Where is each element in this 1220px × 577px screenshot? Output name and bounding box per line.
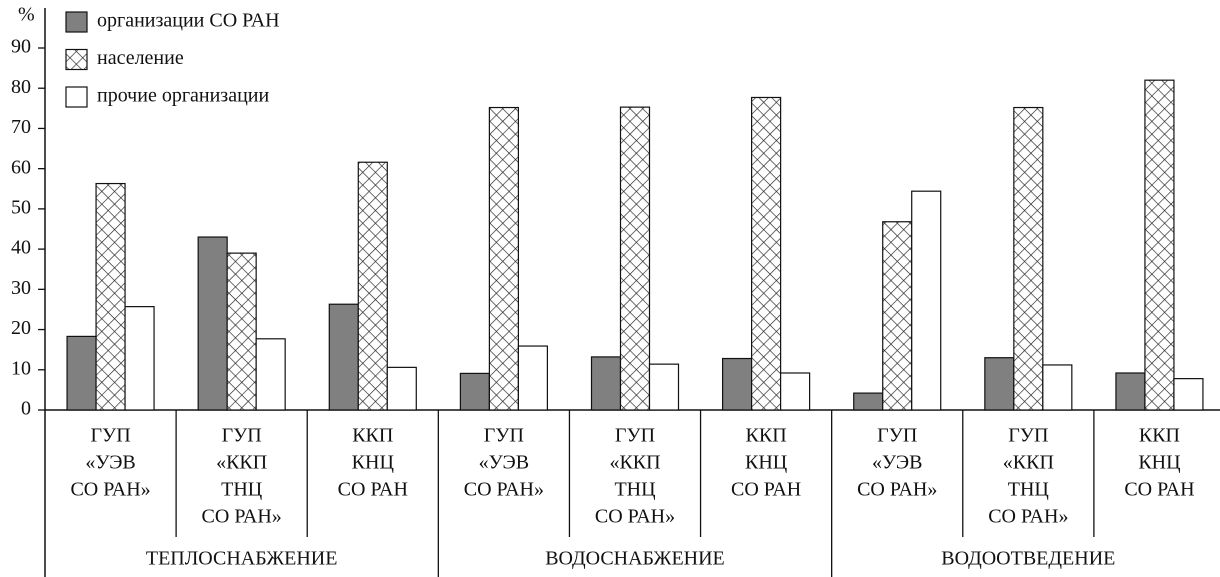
bar [590, 356, 622, 411]
legend-swatch [65, 48, 88, 71]
x-tick-label: «УЭВ [85, 452, 135, 474]
bar [780, 372, 811, 411]
bar [124, 306, 155, 411]
x-tick-label: СО РАН» [988, 506, 1068, 528]
legend-swatch [65, 86, 88, 108]
y-tick-label: 20 [11, 317, 31, 339]
bar [226, 252, 257, 411]
x-tick-label: «ККП [609, 452, 660, 474]
bar [882, 221, 913, 411]
x-tick-label: «УЭВ [872, 452, 922, 474]
legend-label: прочие организации [97, 85, 269, 107]
x-tick-label: ТНЦ [221, 479, 262, 501]
x-tick-label: СО РАН» [857, 479, 937, 501]
legend-label: население [97, 47, 184, 69]
bar [517, 345, 548, 411]
x-tick-label: ККП [1139, 425, 1180, 447]
x-tick-label: ГУП [222, 425, 262, 447]
bar [459, 372, 490, 411]
x-tick-label: ГУП [90, 425, 130, 447]
bar [1042, 364, 1073, 411]
bar [751, 96, 782, 411]
bar [911, 190, 942, 411]
x-tick-label: ГУП [877, 425, 917, 447]
bar [95, 182, 126, 411]
bar [386, 366, 417, 411]
x-tick-label: ГУП [1008, 425, 1048, 447]
y-tick-label: 80 [11, 76, 31, 98]
bar [66, 335, 97, 411]
x-tick-label: ГУП [615, 425, 655, 447]
bar [197, 236, 228, 411]
y-axis-label: % [18, 4, 35, 26]
y-tick-label: 10 [11, 357, 31, 379]
y-tick-label: 70 [11, 116, 31, 138]
x-tick-label: СО РАН [731, 479, 801, 501]
bar [255, 338, 286, 411]
bar [488, 106, 519, 411]
bar [853, 392, 884, 411]
y-tick-label: 40 [11, 237, 31, 259]
x-tick-label: ГУП [484, 425, 524, 447]
x-tick-label: «УЭВ [479, 452, 529, 474]
group-label: ТЕПЛОСНАБЖЕНИЕ [146, 548, 338, 570]
x-tick-label: КНЦ [352, 452, 394, 474]
x-tick-label: ККП [352, 425, 393, 447]
bar [357, 161, 388, 411]
x-tick-label: ТНЦ [1008, 479, 1049, 501]
bar [1013, 106, 1044, 411]
x-tick-label: СО РАН [338, 479, 408, 501]
x-tick-label: «ККП [1003, 452, 1054, 474]
y-tick-label: 90 [11, 36, 31, 58]
y-tick-label: 50 [11, 196, 31, 218]
bar [648, 363, 680, 411]
x-tick-label: «ККП [216, 452, 267, 474]
x-tick-label: СО РАН» [595, 506, 675, 528]
x-tick-label: ККП [746, 425, 787, 447]
x-tick-label: СО РАН [1124, 479, 1194, 501]
legend-swatch [65, 11, 88, 33]
bar [984, 357, 1015, 411]
y-tick-label: 0 [21, 398, 31, 420]
x-tick-label: СО РАН» [70, 479, 150, 501]
x-tick-label: СО РАН» [464, 479, 544, 501]
y-tick-label: 30 [11, 277, 31, 299]
group-label: ВОДОСНАБЖЕНИЕ [545, 548, 725, 570]
bar [328, 303, 359, 411]
bar [619, 106, 651, 411]
legend-label: организации СО РАН [97, 10, 280, 32]
x-tick-label: КНЦ [1138, 452, 1180, 474]
bar [722, 357, 753, 411]
y-tick-label: 60 [11, 156, 31, 178]
x-tick-label: ТНЦ [614, 479, 655, 501]
bar [1144, 79, 1175, 411]
group-label: ВОДООТВЕДЕНИЕ [941, 548, 1115, 570]
bar [1173, 378, 1204, 411]
x-tick-label: КНЦ [745, 452, 787, 474]
x-tick-label: СО РАН» [202, 506, 282, 528]
bar [1115, 372, 1146, 411]
